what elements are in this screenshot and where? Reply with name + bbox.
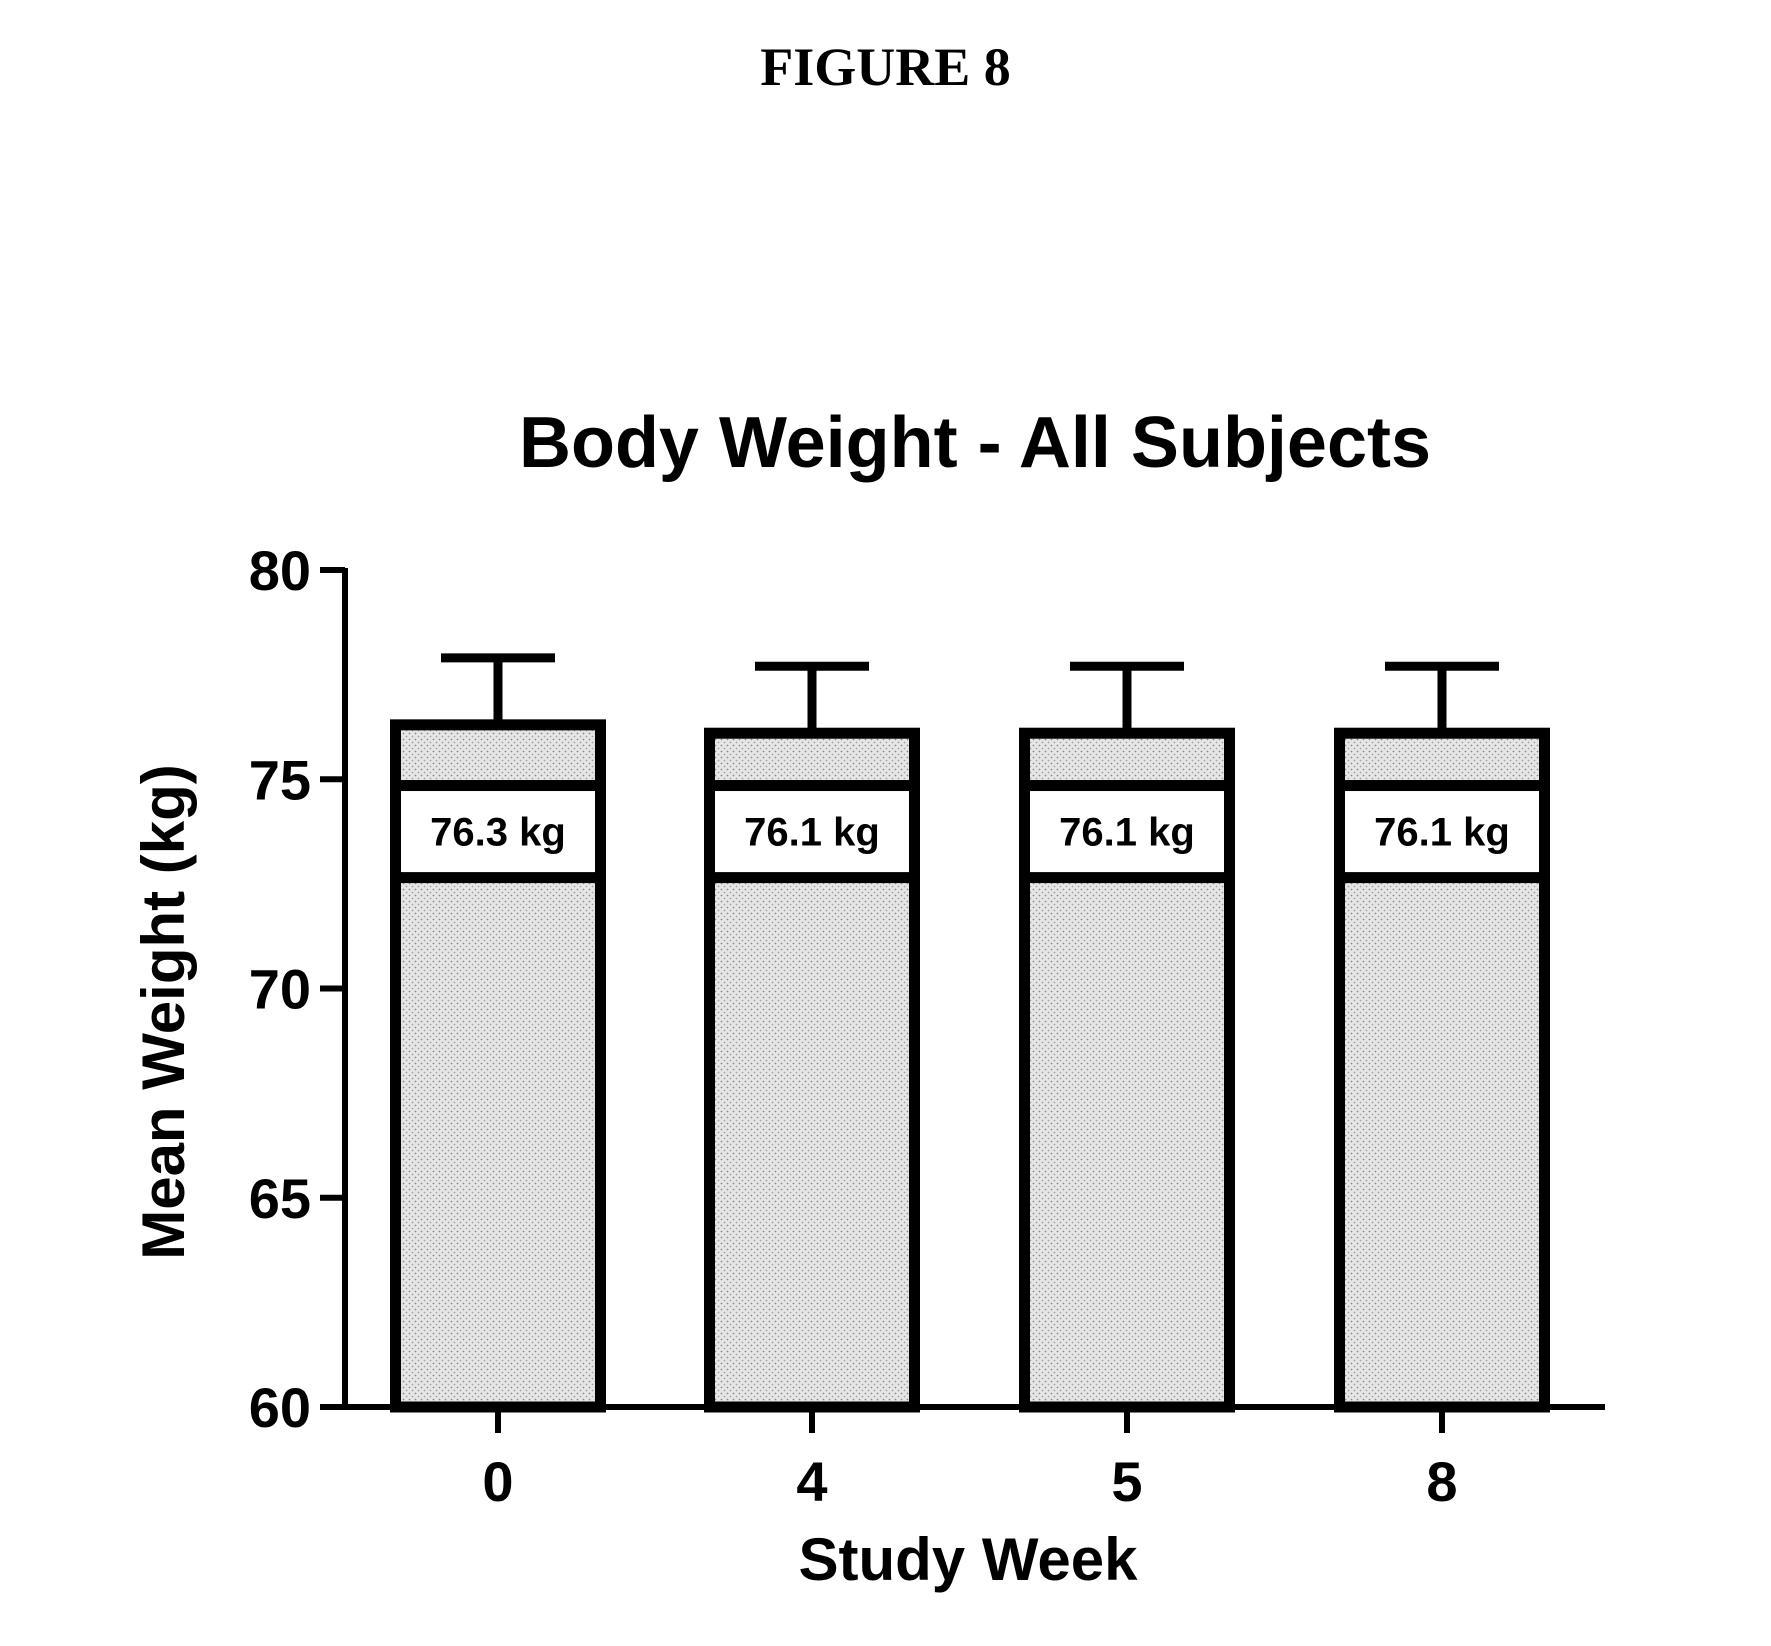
bar-value-label: 76.1 kg <box>1374 811 1510 855</box>
x-tick-label: 0 <box>482 1450 513 1513</box>
y-tick-label: 70 <box>249 958 311 1021</box>
x-tick-label: 8 <box>1426 1450 1457 1513</box>
x-tick-label: 5 <box>1111 1450 1142 1513</box>
y-axis-label: Mean Weight (kg) <box>130 764 197 1260</box>
x-axis-label: Study Week <box>799 1526 1139 1593</box>
bar-value-label: 76.1 kg <box>744 811 880 855</box>
x-tick-label: 4 <box>796 1450 827 1513</box>
plot-area: 76.3 kg 0 76.1 kg 4 76.1 kg 5 76.1 kg 8 60 65 70 75… <box>249 539 1605 1513</box>
y-tick-label: 75 <box>249 748 311 811</box>
chart-title: Body Weight - All Subjects <box>519 403 1431 483</box>
y-tick-label: 60 <box>249 1376 311 1439</box>
bar-value-label: 76.3 kg <box>430 811 566 855</box>
bar-value-label: 76.1 kg <box>1059 811 1195 855</box>
y-tick-label: 80 <box>249 539 311 602</box>
y-tick-label: 65 <box>249 1167 311 1230</box>
